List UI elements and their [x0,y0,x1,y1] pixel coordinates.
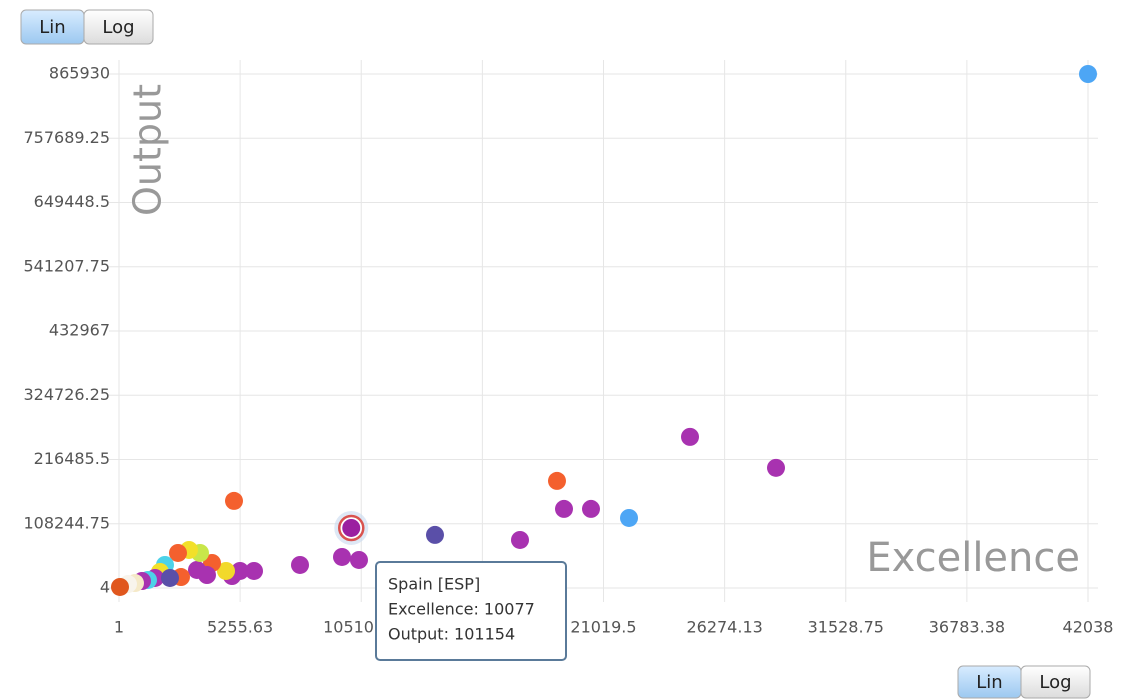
tooltip-line: Spain [ESP] [388,575,480,594]
y-tick-label: 865930 [49,64,110,83]
point[interactable] [187,560,206,579]
x-tick-label: 26274.13 [686,618,762,637]
point[interactable] [680,427,699,446]
point[interactable] [245,561,264,580]
point[interactable] [332,547,351,566]
y-tick-label: 432967 [49,321,110,340]
point[interactable] [767,458,786,477]
tooltip-line: Excellence: 10077 [388,600,535,619]
point[interactable] [217,561,236,580]
y-tick-label: 4 [100,578,110,597]
scale-button-label[interactable]: Log [102,17,134,38]
point[interactable] [547,471,566,490]
point[interactable] [342,518,361,537]
x-tick-label: 5255.63 [207,618,273,637]
scale-button[interactable] [83,9,154,45]
point[interactable] [349,550,368,569]
y-tick-label: 324726.25 [23,385,110,404]
y-tick-label: 649448.5 [34,192,110,211]
tooltip: Spain [ESP] Excellence: 10077 Output: 10… [375,561,567,661]
point[interactable] [555,499,574,518]
scale-toggles: Lin Log Lin Log [20,9,1091,699]
point[interactable] [225,491,244,510]
point[interactable] [425,525,444,544]
y-tick-label: 216485.5 [34,449,110,468]
y-tick-label: 757689.25 [23,128,110,147]
scale-button-label[interactable]: Lin [39,17,65,38]
x-tick-label: 42038 [1063,618,1114,637]
y-tick-label: 541207.75 [23,256,110,275]
x-tick-label: 31528.75 [808,618,884,637]
scale-button-label[interactable]: Lin [976,672,1002,693]
x-tick-label: 1 [114,618,124,637]
point[interactable] [168,543,187,562]
x-tick-label: 36783.38 [929,618,1005,637]
y-axis-title: Output [126,84,170,216]
y-tick-label: 108244.75 [23,513,110,532]
point[interactable] [510,530,529,549]
point[interactable] [1079,65,1097,83]
x-tick-label: 21019.5 [570,618,636,637]
point[interactable] [620,508,639,527]
tooltip-box [375,561,567,661]
point[interactable] [581,499,600,518]
grid: 4 108244.75 216485.5 324726.25 432967 541207.… [23,60,1113,637]
point[interactable] [290,555,309,574]
scale-button-label[interactable]: Log [1039,672,1071,693]
point[interactable] [110,577,129,596]
x-axis-title: Excellence [866,535,1080,581]
point[interactable] [160,568,179,587]
points [110,65,1097,596]
scale-button[interactable] [1020,665,1091,699]
tooltip-line: Output: 101154 [388,625,515,644]
